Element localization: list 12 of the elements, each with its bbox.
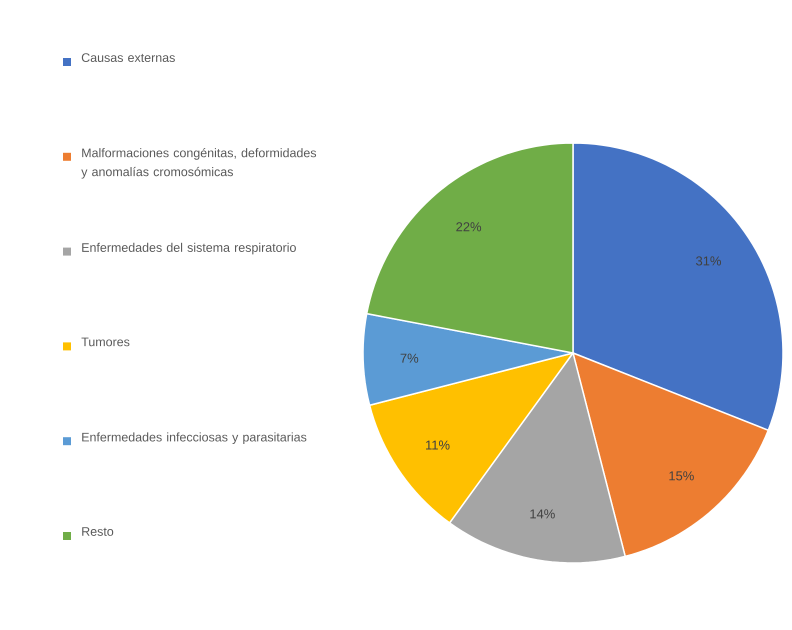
data-label: 14%	[530, 509, 555, 518]
legend-label: Enfermedades infecciosas y parasitarias	[82, 432, 306, 444]
data-label: 15%	[669, 471, 694, 480]
data-label: 31%	[696, 256, 721, 266]
legend-label: Causas externas	[82, 53, 175, 62]
data-label: 7%	[400, 354, 418, 363]
legend-label: Malformaciones congénitas, deformidades y anomalías cromosómicas	[81, 148, 316, 179]
legend-label: Tumores	[81, 338, 130, 346]
legend-label: Resto	[82, 527, 114, 536]
data-label: 22%	[456, 222, 482, 232]
data-label: 11%	[426, 440, 450, 450]
legend-label: Enfermedades del sistema respiratorio	[82, 242, 296, 254]
